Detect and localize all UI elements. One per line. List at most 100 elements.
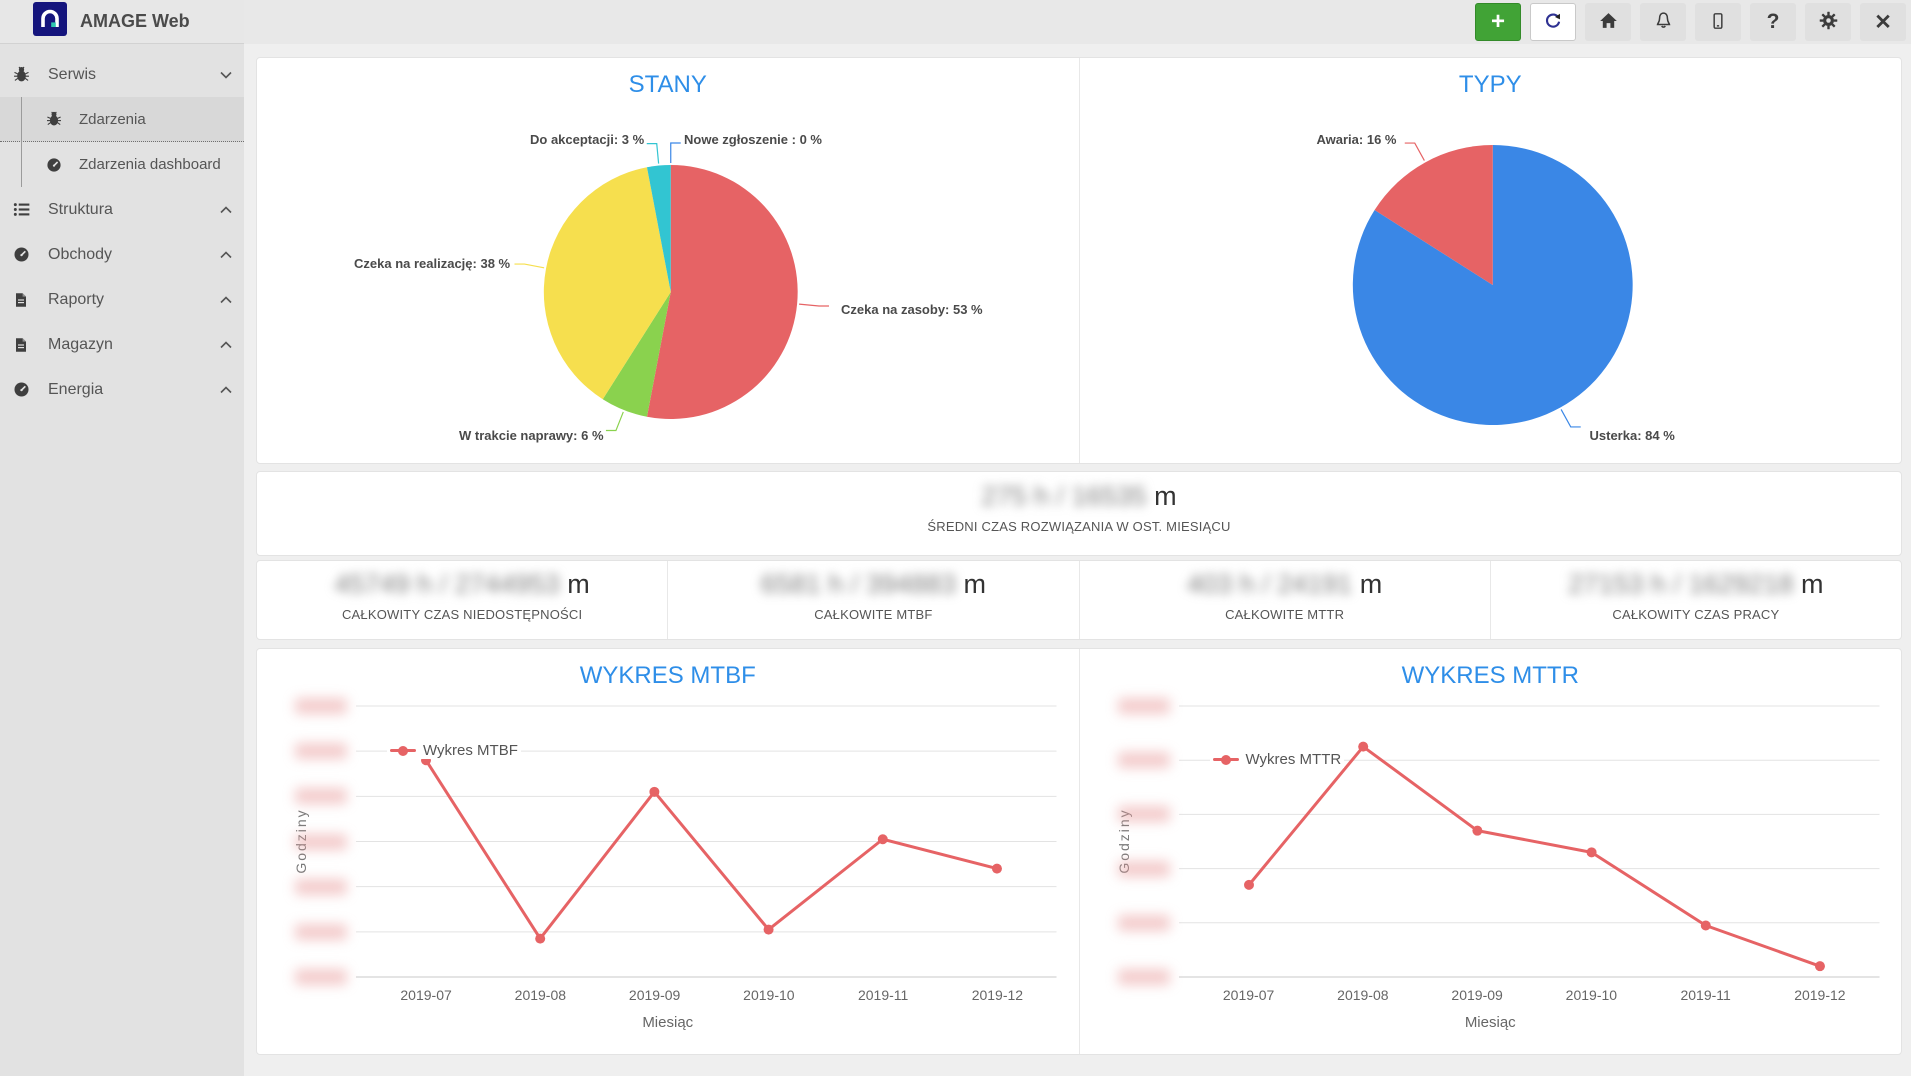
close-button[interactable]: ✕ [1860, 3, 1906, 41]
sidebar-item-zdarzenia-dashboard[interactable]: Zdarzenia dashboard [0, 142, 244, 187]
stat-cards-row: 45749 h / 2744953 m CAŁKOWITY CZAS NIEDO… [256, 560, 1902, 640]
chevron-up-icon [220, 201, 232, 219]
home-button[interactable] [1585, 3, 1631, 41]
dashboard-icon [10, 381, 32, 398]
bell-icon [1654, 11, 1673, 33]
sidebar-item-struktura[interactable]: Struktura [0, 187, 244, 232]
x-tick-label: 2019-10 [743, 987, 795, 1003]
pie-slice-label: Do akceptacji: 3 % [530, 132, 645, 147]
y-tick-label-blurred [295, 788, 347, 805]
chevron-up-icon [220, 291, 232, 309]
typy-pie-chart[interactable] [1080, 58, 1902, 463]
x-tick-label: 2019-07 [1222, 987, 1275, 1003]
question-icon: ? [1766, 10, 1780, 33]
sidebar-item-obchody[interactable]: Obchody [0, 232, 244, 277]
dashboard-icon [10, 246, 32, 263]
brand: AMAGE Web [0, 0, 244, 44]
app-title: AMAGE Web [80, 11, 190, 31]
sidebar: Serwis Zdarz [0, 44, 244, 1076]
x-tick-label: 2019-10 [1565, 987, 1618, 1003]
help-button[interactable]: ? [1750, 3, 1796, 41]
list-icon [10, 201, 32, 218]
dashboard-content: STANY Czeka na zasoby: 53 % W trakcie na… [244, 44, 1911, 1076]
y-tick-label-blurred [1117, 914, 1170, 931]
sidebar-item-magazyn[interactable]: Magazyn [0, 322, 244, 367]
typy-chart-panel: TYPY Usterka: 84 % Awaria: 16 % [1080, 58, 1902, 463]
sidebar-item-raporty[interactable]: Raporty [0, 277, 244, 322]
settings-button[interactable] [1805, 3, 1851, 41]
pie-slice-label: Czeka na realizację: 38 % [354, 256, 511, 271]
mtbf-legend[interactable]: Wykres MTBF [387, 742, 521, 759]
bug-icon [10, 66, 32, 83]
chevron-down-icon [220, 66, 232, 84]
y-tick-label-blurred [1117, 969, 1170, 985]
sidebar-item-zdarzenia[interactable]: Zdarzenia [0, 97, 244, 142]
mtbf-chart-panel: WYKRES MTBF Wykres MTBF Godziny Miesiąc … [257, 649, 1079, 1054]
chevron-up-icon [220, 336, 232, 354]
pie-charts-card: STANY Czeka na zasoby: 53 % W trakcie na… [256, 57, 1902, 464]
bug-icon [43, 111, 65, 127]
close-icon: ✕ [1874, 10, 1892, 34]
chart-title: WYKRES MTBF [579, 662, 756, 689]
notifications-button[interactable] [1640, 3, 1686, 41]
stat-value: 275 h / 16535 m [257, 481, 1901, 512]
y-tick-label-blurred [1117, 806, 1170, 823]
panel-divider [1078, 58, 1080, 463]
x-axis-title: Miesiąc [1464, 1014, 1516, 1031]
blurred-value: 6581 h / 394883 [760, 569, 956, 599]
y-tick-label-blurred [1117, 860, 1170, 877]
stat-label: CAŁKOWITY CZAS NIEDOSTĘPNOŚCI [341, 607, 583, 622]
stat-value: 6581 h / 394883 m [668, 569, 1078, 600]
blurred-value: 27153 h / 1629218 [1568, 569, 1794, 599]
y-tick-label-blurred [1117, 698, 1170, 714]
blurred-value: 45749 h / 2744953 [334, 569, 560, 599]
y-tick-label-blurred [295, 743, 347, 760]
add-button[interactable]: + [1475, 3, 1521, 41]
stat-label: CAŁKOWITY CZAS PRACY [1612, 607, 1780, 622]
pie-slice-label: Usterka: 84 % [1589, 428, 1675, 443]
x-tick-label: 2019-08 [1337, 987, 1389, 1003]
mttr-chart-panel: WYKRES MTTR Wykres MTTR Godziny Miesiąc … [1080, 649, 1902, 1054]
blurred-value: 275 h / 16535 [981, 481, 1147, 511]
x-tick-label: 2019-11 [857, 987, 909, 1003]
refresh-button[interactable] [1530, 3, 1576, 41]
file-icon [10, 292, 32, 308]
dashboard-icon [43, 157, 65, 173]
y-tick-label-blurred [295, 878, 347, 895]
line-charts-card: WYKRES MTBF Wykres MTBF Godziny Miesiąc … [256, 648, 1902, 1055]
sidebar-item-serwis[interactable]: Serwis [0, 52, 244, 97]
refresh-icon [1544, 12, 1562, 33]
x-tick-label: 2019-09 [628, 987, 681, 1003]
legend-marker-icon [390, 745, 416, 756]
amage-logo-icon [33, 2, 67, 41]
legend-label: Wykres MTBF [423, 742, 518, 759]
stat-unit: m [1793, 569, 1824, 599]
stat-value: 27153 h / 1629218 m [1491, 569, 1901, 600]
mobile-button[interactable] [1695, 3, 1741, 41]
mttr-legend[interactable]: Wykres MTTR [1209, 751, 1345, 768]
toolbar-buttons: + [244, 0, 1911, 44]
chevron-up-icon [220, 246, 232, 264]
stat-card-mttr: 403 h / 24191 m CAŁKOWITE MTTR [1080, 561, 1491, 639]
stat-unit: m [955, 569, 986, 599]
pie-slice-label: Awaria: 16 % [1316, 132, 1397, 147]
stat-card-niedostepnosc: 45749 h / 2744953 m CAŁKOWITY CZAS NIEDO… [257, 561, 669, 639]
sidebar-item-energia[interactable]: Energia [0, 367, 244, 412]
mtbf-line-chart [355, 705, 1057, 978]
mobile-icon [1709, 12, 1727, 33]
x-tick-label: 2019-09 [1451, 987, 1503, 1003]
stat-label: CAŁKOWITE MTTR [1225, 607, 1345, 622]
stany-pie-chart[interactable] [257, 58, 1079, 463]
chart-title: TYPY [1458, 71, 1522, 98]
stat-unit: m [559, 569, 590, 599]
topbar: AMAGE Web + [0, 0, 1911, 44]
sidebar-item-label: Zdarzenia dashboard [79, 156, 221, 173]
y-tick-label-blurred [1117, 752, 1170, 769]
stat-value: 45749 h / 2744953 m [257, 569, 667, 600]
x-tick-label: 2019-12 [971, 987, 1024, 1003]
legend-marker-icon [1212, 754, 1239, 765]
file-icon [10, 337, 32, 353]
chart-title: STANY [628, 71, 707, 98]
x-tick-label: 2019-11 [1680, 987, 1731, 1003]
chevron-up-icon [220, 381, 232, 399]
